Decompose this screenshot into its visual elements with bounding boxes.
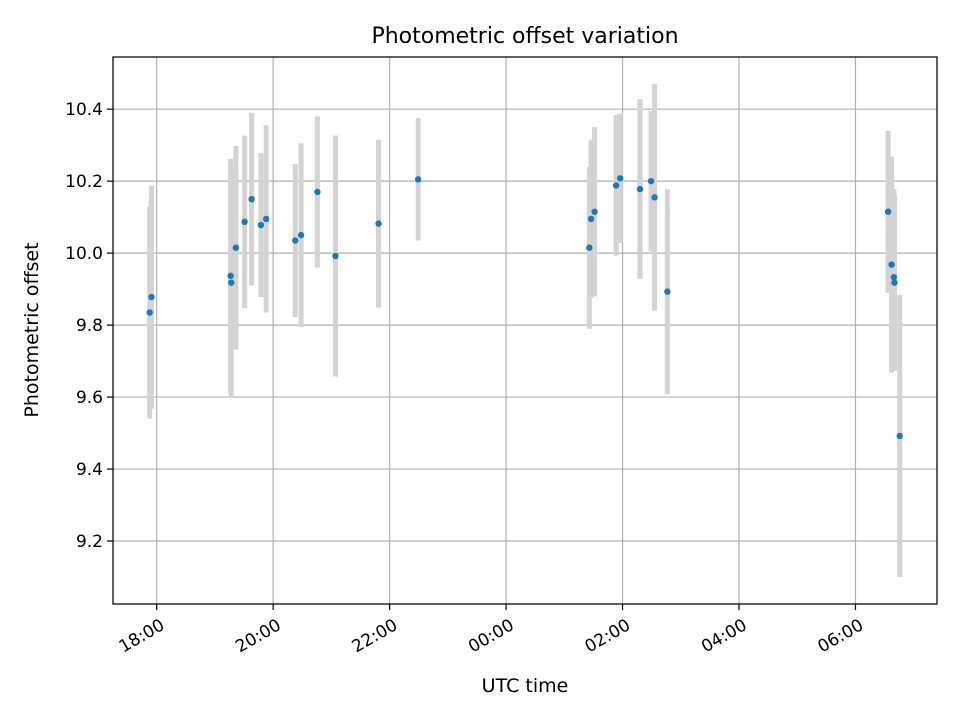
y-tick-label: 9.4	[76, 460, 103, 480]
data-point	[257, 221, 265, 229]
y-axis: 9.2 9.4 9.6 9.8 10.0 10.2 10.4	[65, 100, 113, 552]
y-tick-label: 10.4	[65, 100, 103, 120]
data-point	[227, 272, 234, 279]
y-tick-label: 10.0	[65, 244, 103, 264]
data-point	[636, 185, 644, 193]
data-point	[148, 293, 155, 301]
data-point	[651, 194, 658, 201]
data-point	[617, 175, 624, 182]
data-point	[292, 237, 299, 244]
data-point	[248, 195, 255, 203]
chart-title: Photometric offset variation	[371, 24, 678, 49]
data-point	[647, 177, 655, 185]
data-point	[414, 176, 422, 183]
data-point	[888, 261, 895, 268]
data-point	[297, 231, 305, 239]
data-point	[591, 208, 598, 215]
y-tick-label: 9.8	[76, 316, 103, 336]
y-tick-label: 9.6	[76, 388, 103, 408]
data-point	[262, 215, 270, 223]
data-point	[228, 279, 235, 286]
data-point	[232, 244, 240, 251]
data-point	[664, 288, 671, 295]
data-point	[884, 208, 892, 215]
data-point	[587, 215, 595, 223]
data-point	[332, 252, 339, 260]
y-tick-label: 10.2	[65, 172, 103, 192]
data-point	[241, 218, 248, 226]
data-point	[586, 244, 593, 251]
data-point	[891, 279, 898, 286]
plot-frame	[112, 56, 938, 605]
x-axis-label: UTC time	[482, 675, 569, 697]
y-tick-label: 9.2	[76, 532, 103, 552]
data-point	[314, 188, 321, 196]
data-point	[896, 432, 903, 440]
data-point	[612, 182, 620, 189]
markers	[146, 175, 903, 440]
y-axis-label: Photometric offset	[21, 242, 43, 417]
data-point	[375, 220, 382, 227]
data-point	[146, 309, 153, 316]
data-point	[890, 274, 898, 281]
